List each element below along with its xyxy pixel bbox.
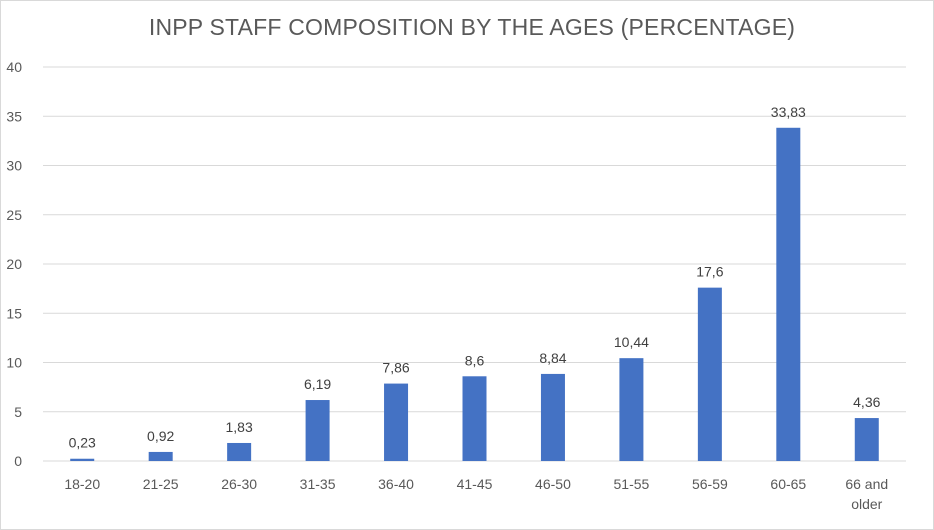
data-label: 8,6 [465,352,485,368]
x-tick-label: 46-50 [535,476,571,492]
y-tick-label: 25 [6,207,22,223]
y-tick-label: 5 [14,404,22,420]
bar [776,127,801,461]
y-tick-label: 0 [14,453,22,469]
x-tick-label: older [851,496,882,512]
data-label: 33,83 [771,104,806,120]
data-label: 17,6 [696,264,723,280]
x-tick-label: 21-25 [143,476,179,492]
y-tick-label: 35 [6,108,22,124]
data-label: 0,92 [147,428,174,444]
data-label: 7,86 [382,360,409,376]
x-tick-label: 26-30 [221,476,257,492]
bar [305,400,330,461]
data-label: 6,19 [304,376,331,392]
bar [854,418,879,461]
bar [227,442,252,461]
x-tick-label: 31-35 [300,476,336,492]
x-tick-label: 56-59 [692,476,728,492]
x-tick-label: 51-55 [614,476,650,492]
x-tick-label: 66 and [845,476,888,492]
y-tick-label: 10 [6,355,22,371]
bar [148,451,173,461]
x-tick-label: 41-45 [457,476,493,492]
bar [70,458,95,461]
x-tick-label: 18-20 [64,476,100,492]
x-tick-label: 36-40 [378,476,414,492]
data-label: 1,83 [226,419,253,435]
bar [697,287,722,461]
data-label: 4,36 [853,394,880,410]
y-tick-label: 20 [6,256,22,272]
bar [540,373,565,461]
bar [462,376,487,461]
x-tick-label: 60-65 [770,476,806,492]
y-tick-label: 40 [6,59,22,75]
data-label: 8,84 [539,350,566,366]
chart-title: INPP STAFF COMPOSITION BY THE AGES (PERC… [148,14,796,40]
y-tick-label: 15 [6,305,22,321]
data-label: 0,23 [69,435,96,451]
y-tick-label: 30 [6,158,22,174]
bar [619,358,644,461]
bar [384,383,409,461]
data-label: 10,44 [614,334,649,350]
